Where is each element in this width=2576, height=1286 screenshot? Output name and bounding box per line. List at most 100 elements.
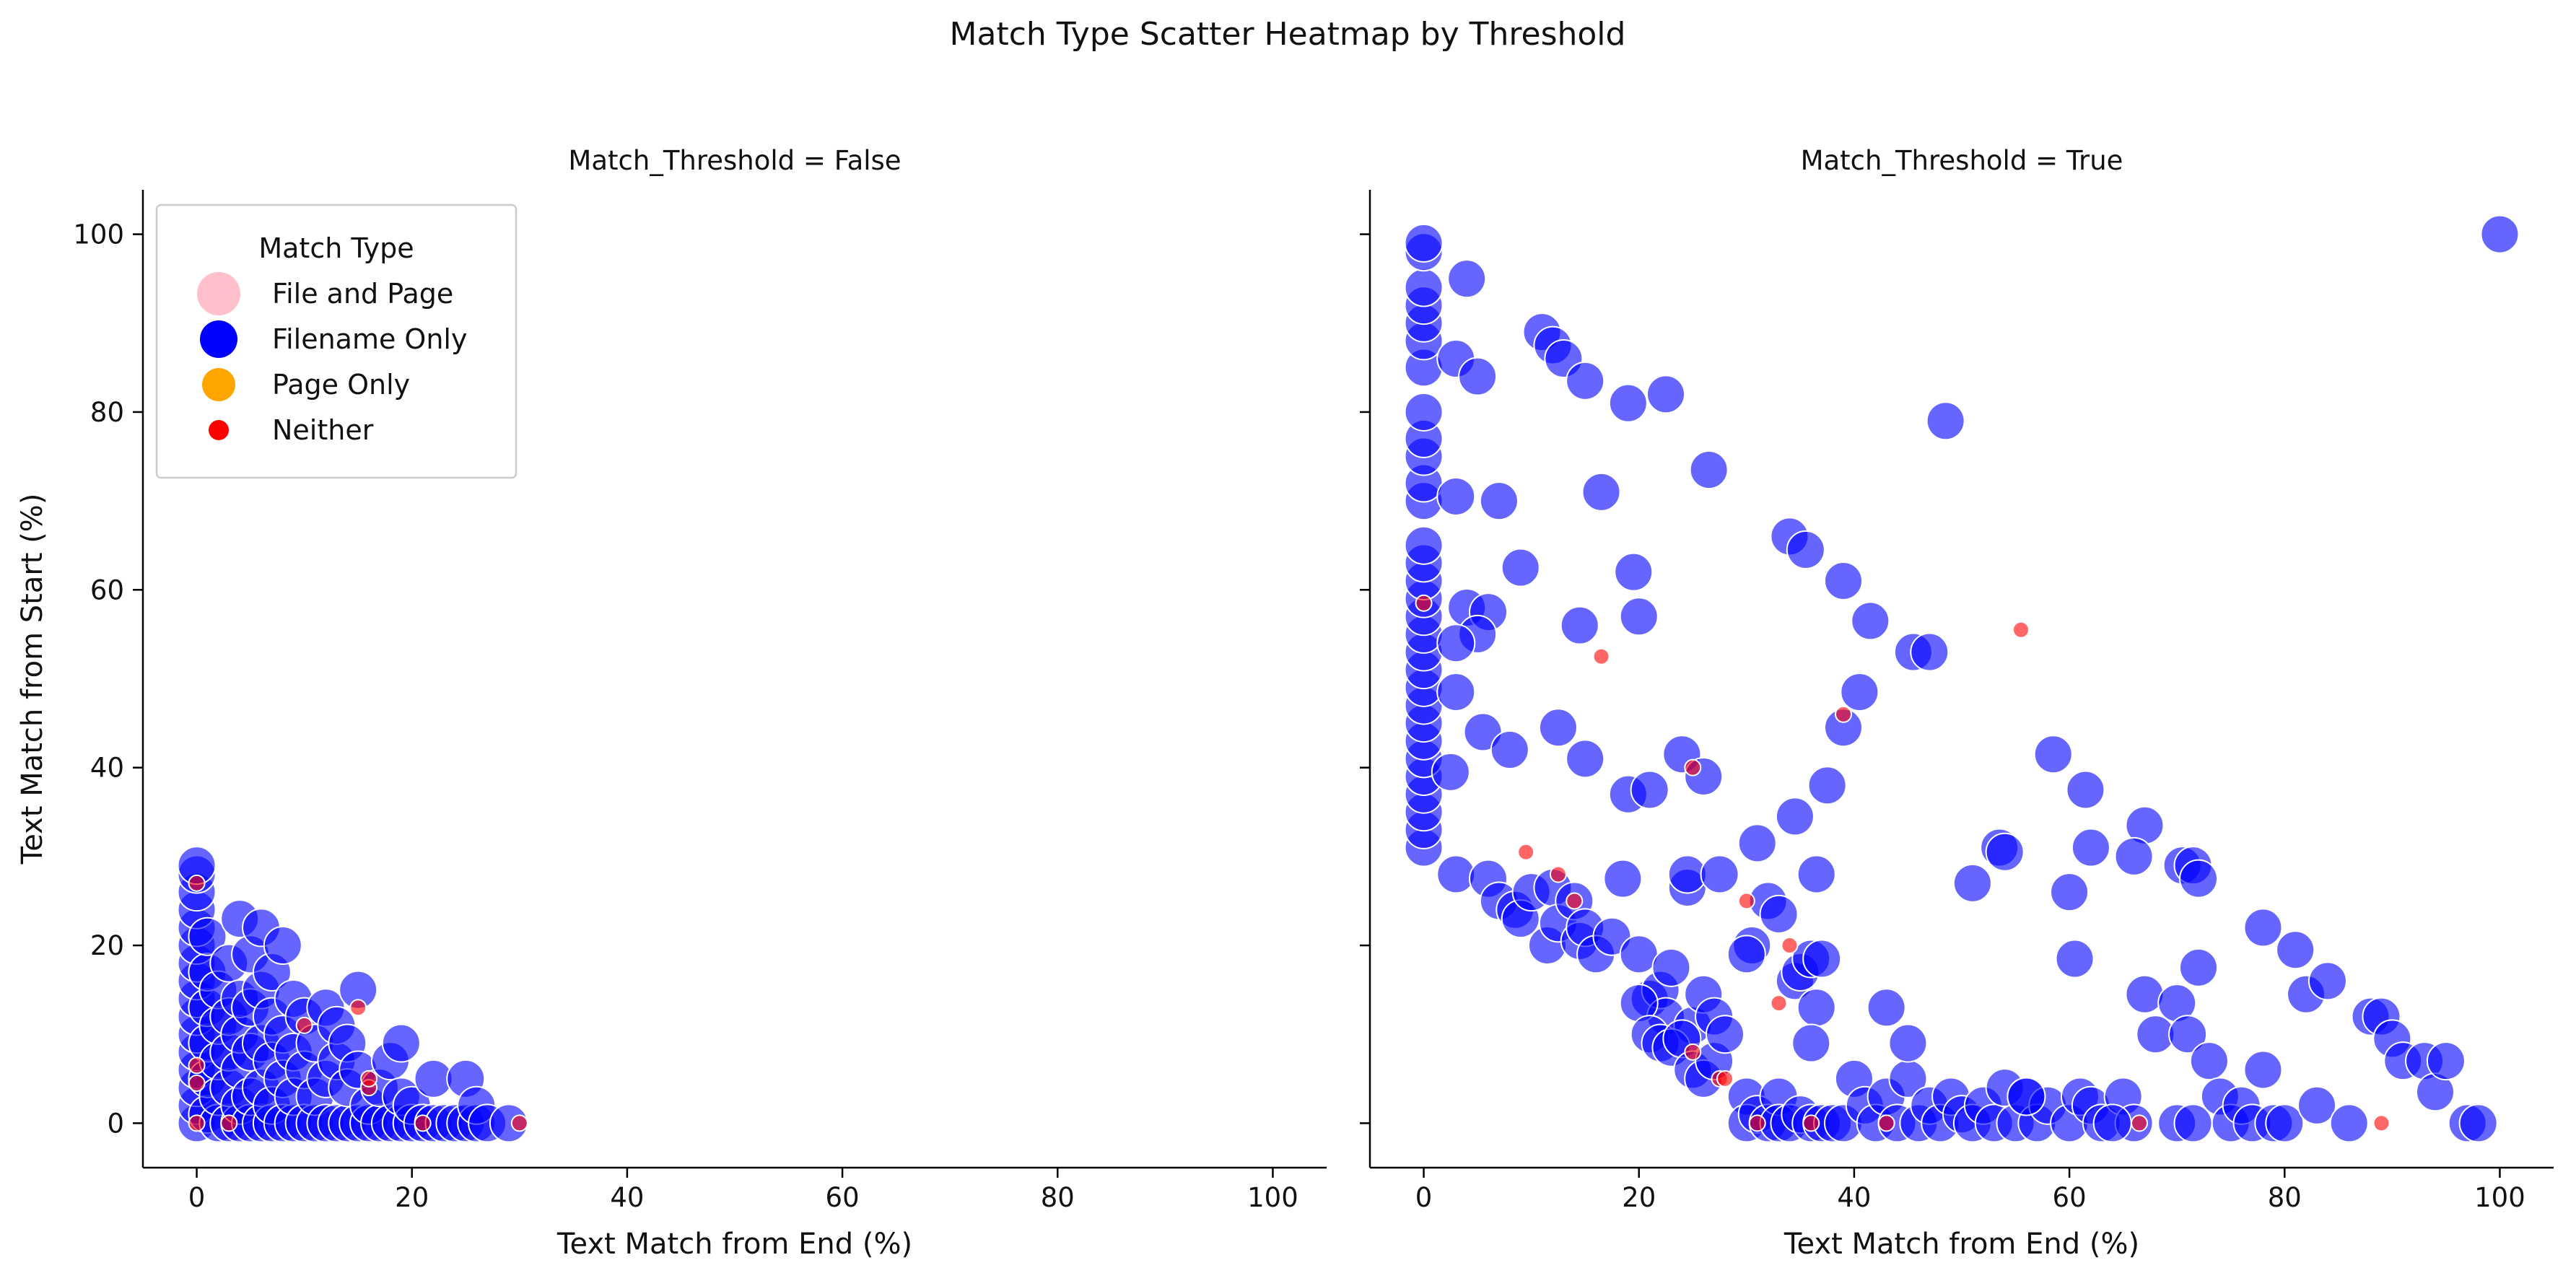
x-tick-label: 40 (1837, 1182, 1871, 1213)
legend-title: Match Type (258, 232, 414, 264)
data-point (2265, 1103, 2305, 1143)
data-point (295, 1016, 313, 1034)
data-point (2243, 1050, 2283, 1090)
series-neither (188, 874, 528, 1132)
data-point (1775, 797, 1815, 836)
y-tick-label: 0 (107, 1108, 124, 1139)
data-point (1436, 476, 1476, 516)
y-tick-label: 60 (90, 574, 124, 605)
x-tick-label: 0 (188, 1182, 206, 1213)
data-point (1802, 939, 1842, 979)
data-point (2092, 1103, 2132, 1143)
data-point (1581, 472, 1621, 512)
data-point (1706, 1015, 1745, 1054)
data-point (2179, 948, 2218, 987)
data-point (2114, 836, 2154, 876)
y-tick-label: 80 (90, 397, 124, 428)
panel-title: Match_Threshold = False (568, 145, 901, 176)
data-point (2125, 974, 2165, 1014)
data-point (1888, 1023, 1928, 1063)
data-point (1431, 752, 1470, 792)
data-point (1796, 988, 1836, 1028)
data-point (1770, 994, 1788, 1012)
data-point (1748, 1114, 1766, 1132)
data-point (188, 1057, 206, 1075)
data-point (1404, 268, 1444, 307)
data-point (188, 1074, 206, 1092)
data-point (1952, 863, 1992, 903)
data-point (2050, 872, 2090, 912)
data-point (1866, 988, 1906, 1028)
data-point (188, 917, 227, 956)
x-tick-label: 40 (610, 1182, 644, 1213)
panel-1: Match_Threshold = False 0 20 40 60 80 100 0 20 40… (16, 145, 1327, 1261)
figure-title: Match Type Scatter Heatmap by Threshold (950, 16, 1626, 53)
data-point (2276, 930, 2315, 970)
data-point (2329, 1103, 2369, 1143)
data-point (1985, 832, 2025, 872)
data-point (1684, 758, 1702, 777)
data-point (1759, 894, 1799, 934)
data-point (1415, 594, 1433, 612)
data-point (1877, 1114, 1895, 1132)
series-neither (1415, 594, 2391, 1132)
legend-entry-label: Filename Only (272, 323, 467, 355)
y-tick-label: 100 (73, 219, 124, 250)
legend-entry-label: File and Page (272, 278, 453, 310)
panel-2: Match_Threshold = True 0 20 40 60 80 100 Text M… (1360, 145, 2554, 1261)
data-point (2173, 1103, 2213, 1143)
legend: Match Type File and Page Filename Only Page… (155, 204, 518, 479)
data-point (1560, 605, 1599, 645)
data-point (1910, 632, 1950, 672)
data-point (1436, 624, 1476, 663)
data-point (220, 1114, 238, 1132)
data-point (1926, 401, 1965, 441)
data-point (1490, 730, 1529, 770)
data-point (1479, 481, 1519, 521)
data-point (2372, 1114, 2391, 1132)
data-point (2243, 908, 2283, 948)
data-point (1501, 548, 1540, 587)
data-point (1458, 357, 1498, 396)
data-point (1404, 392, 1444, 432)
data-point (1689, 450, 1729, 490)
x-tick-label: 80 (1041, 1182, 1075, 1213)
data-point (510, 1114, 528, 1132)
x-tick-label: 60 (2053, 1182, 2087, 1213)
data-point (1700, 854, 1739, 894)
x-tick-label: 60 (826, 1182, 860, 1213)
data-point (1646, 375, 1685, 414)
data-point (1802, 1114, 1820, 1132)
x-tick-label: 20 (395, 1182, 429, 1213)
data-point (1726, 935, 1766, 974)
legend-entry-label: Neither (272, 414, 374, 446)
legend-entry-label: Page Only (272, 369, 410, 401)
y-tick-label: 40 (90, 753, 124, 784)
data-point (1404, 525, 1444, 565)
series-filename-only (177, 846, 528, 1143)
series-filename-only (1404, 214, 2520, 1143)
data-point (1791, 1023, 1831, 1063)
x-tick-label: 100 (1247, 1182, 1298, 1213)
data-point (1566, 361, 1605, 401)
data-point (1608, 383, 1648, 423)
x-axis-label: Text Match from End (%) (1783, 1228, 2139, 1261)
data-point (1436, 672, 1476, 712)
data-point (1851, 601, 1890, 641)
data-point (1614, 552, 1654, 592)
data-point (188, 874, 206, 892)
data-point (1566, 892, 1584, 910)
data-point (1436, 854, 1476, 894)
data-point (414, 1114, 432, 1132)
data-point (1651, 948, 1691, 987)
data-point (1447, 259, 1487, 299)
data-point (1538, 708, 1578, 748)
data-point (1619, 597, 1659, 637)
data-point (1786, 530, 1825, 569)
data-point (188, 1114, 206, 1132)
x-tick-label: 100 (2474, 1182, 2525, 1213)
data-point (349, 999, 367, 1017)
data-point (2071, 828, 2110, 867)
data-point (2007, 1077, 2046, 1116)
